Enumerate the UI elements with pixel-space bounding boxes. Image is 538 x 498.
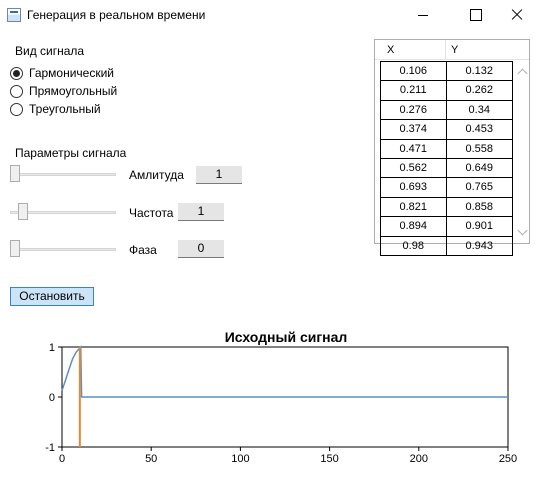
slider-thumb[interactable] [18,203,28,220]
y-tick-label: 0 [49,392,55,404]
app-icon [7,8,21,22]
column-header-x[interactable]: X [387,44,395,56]
frequency-value[interactable]: 1 [178,203,224,221]
table-row[interactable]: 0.471 0.558 [381,139,513,159]
cell-y[interactable]: 0.453 [447,120,513,139]
frequency-slider[interactable] [10,203,116,221]
cell-x[interactable]: 0.276 [381,100,447,120]
amplitude-value[interactable]: 1 [196,166,242,184]
table-row[interactable]: 0.894 0.901 [381,217,513,237]
radio-label-harmonic: Гармонический [29,66,115,80]
radio-button-checked[interactable] [10,66,23,80]
table-row[interactable]: 0.211 0.262 [381,81,513,101]
radio-harmonic[interactable]: Гармонический [10,65,114,81]
header-divider [445,40,446,60]
params-label: Параметры сигнала [15,146,127,160]
chart-title: Исходный сигнал [224,329,348,345]
x-tick-label: 50 [145,453,157,465]
table-row[interactable]: 0.821 0.858 [381,197,513,218]
phase-label: Фаза [129,243,157,257]
amplitude-label: Амлитуда [129,168,184,182]
cell-y[interactable]: 0.34 [447,100,513,120]
phase-value[interactable]: 0 [178,240,224,258]
close-button[interactable] [494,0,538,30]
radio-triangular[interactable]: Треугольный [10,101,101,117]
slider-track [10,211,116,214]
slider-thumb[interactable] [10,240,20,257]
radio-rectangular[interactable]: Прямоугольный [10,83,117,99]
table-row[interactable]: 0.98 0.943 [381,236,513,256]
chart-plot: 0 50 100 150 200 250 1 0 -1 [45,342,517,465]
grid-header: X Y [375,40,529,60]
cell-x[interactable]: 0.821 [381,197,447,217]
slider-thumb[interactable] [10,165,20,182]
table-row[interactable]: 0.106 0.132 [381,62,513,82]
slider-track [10,173,116,176]
grid-body: 0.106 0.132 0.211 0.262 0.276 0.34 0.374 0.453 0… [380,61,513,256]
cell-y[interactable]: 0.132 [447,62,513,81]
x-tick-label: 0 [59,453,65,465]
amplitude-slider[interactable] [10,165,116,183]
series-line-0 [61,345,508,398]
y-tick-label: -1 [45,442,55,454]
x-tick-label: 150 [320,453,338,465]
cell-y[interactable]: 0.858 [447,197,513,217]
data-grid[interactable]: X Y 0.106 0.132 0.211 0.262 0.276 0.34 0.374 0.… [374,39,530,256]
cell-x[interactable]: 0.106 [381,62,447,81]
signal-chart: Исходный сигнал 0 50 100 150 200 250 1 0 -1 [0,326,538,498]
cell-y[interactable]: 0.943 [447,236,513,255]
cell-x[interactable]: 0.894 [381,217,447,236]
table-row[interactable]: 0.562 0.649 [381,158,513,179]
table-row[interactable]: 0.374 0.453 [381,120,513,140]
phase-slider[interactable] [10,240,116,258]
cell-x[interactable]: 0.98 [381,236,447,255]
cell-y[interactable]: 0.901 [447,217,513,236]
x-tick-label: 250 [499,453,517,465]
cell-x[interactable]: 0.471 [381,139,447,158]
x-tick-label: 200 [410,453,428,465]
window-title: Генерация в реальном времени [27,8,206,22]
minimize-button[interactable] [400,0,446,30]
maximize-button[interactable] [452,0,498,30]
table-row[interactable]: 0.276 0.34 [381,100,513,121]
cell-y[interactable]: 0.558 [447,139,513,158]
cell-y[interactable]: 0.765 [447,178,513,197]
frequency-label: Частота [129,206,174,220]
cell-y[interactable]: 0.649 [447,158,513,178]
radio-button[interactable] [10,102,23,116]
scroll-down-icon[interactable] [517,225,528,236]
x-tick-label: 100 [231,453,249,465]
radio-label-triangular: Треугольный [29,102,101,116]
slider-track [10,248,116,251]
stop-button[interactable]: Остановить [10,287,94,306]
cell-y[interactable]: 0.262 [447,81,513,100]
table-row[interactable]: 0.693 0.765 [381,178,513,198]
radio-button[interactable] [10,84,23,98]
cell-x[interactable]: 0.374 [381,120,447,139]
radio-label-rectangular: Прямоугольный [29,84,118,98]
title-bar: Генерация в реальном времени [0,0,538,30]
vertical-scrollbar[interactable] [516,61,529,243]
y-tick-label: 1 [49,342,55,354]
scroll-up-icon[interactable] [517,68,528,79]
cell-x[interactable]: 0.211 [381,81,447,100]
signal-type-label: Вид сигнала [15,44,85,58]
cell-x[interactable]: 0.693 [381,178,447,197]
column-header-y[interactable]: Y [451,44,459,56]
cell-x[interactable]: 0.562 [381,158,447,178]
